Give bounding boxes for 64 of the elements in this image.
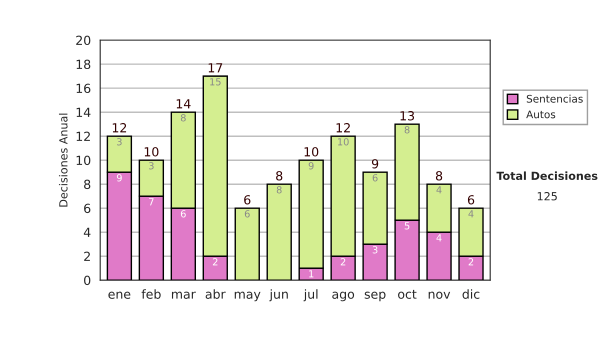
data-label: 2 — [468, 258, 474, 266]
data-label: 3 — [148, 162, 154, 170]
total-label: 14 — [176, 99, 191, 108]
x-tick-label: dic — [462, 289, 480, 299]
data-label: 4 — [436, 234, 442, 242]
bar — [266, 183, 292, 280]
x-tick-label: mar — [172, 292, 196, 299]
data-label: 4 — [436, 186, 442, 194]
total-label: 9 — [372, 159, 378, 169]
total-label: 10 — [304, 147, 318, 157]
data-label: 2 — [212, 258, 218, 266]
text: 125 — [538, 192, 557, 200]
total-label: 6 — [468, 195, 474, 205]
data-label: 6 — [180, 210, 186, 218]
data-label: 3 — [117, 138, 122, 146]
y-tick-label: 12 — [76, 132, 90, 141]
data-label: 9 — [308, 162, 314, 170]
data-label: 6 — [372, 174, 378, 182]
data-label: 10 — [338, 138, 349, 146]
total-label: 8 — [436, 171, 442, 181]
data-label: 6 — [244, 210, 250, 218]
y-tick-label: 18 — [76, 60, 90, 70]
x-tick-label: jun — [269, 289, 288, 302]
legend-label: Sentencias — [526, 94, 583, 103]
x-tick-label: feb — [142, 289, 161, 299]
x-tick-label: may — [234, 292, 260, 302]
data-label: 5 — [404, 222, 410, 230]
data-label: 3 — [372, 246, 378, 254]
y-tick-label: 14 — [76, 108, 90, 117]
y-tick-label: 8 — [84, 180, 90, 190]
total-label: 13 — [400, 111, 414, 121]
y-axis-title: Decisiones Anual — [58, 114, 68, 207]
total-label: 12 — [112, 123, 126, 132]
data-label: 8 — [404, 126, 410, 134]
data-label: 2 — [340, 258, 346, 266]
data-label: 1 — [309, 270, 314, 278]
bar — [234, 207, 260, 280]
data-label: 4 — [468, 210, 474, 218]
x-tick-label: oct — [398, 290, 416, 299]
y-tick-label: 0 — [84, 276, 90, 286]
total-label: 8 — [276, 171, 282, 181]
y-tick-label: 10 — [76, 156, 90, 166]
total-label: 10 — [144, 147, 158, 157]
text: Total Decisiones — [496, 171, 598, 180]
x-tick-label: abr — [206, 289, 226, 299]
data-label: 8 — [180, 114, 186, 122]
y-tick-label: 20 — [76, 36, 90, 46]
y-tick-label: 2 — [84, 252, 90, 261]
data-label: 8 — [276, 186, 282, 194]
y-tick-label: 6 — [84, 204, 90, 214]
x-tick-label: sep — [364, 292, 386, 302]
x-tick-label: ago — [332, 292, 354, 302]
legend-label: Autos — [526, 110, 556, 118]
x-tick-label: nov — [428, 292, 450, 299]
total-label: 12 — [336, 123, 350, 132]
x-tick-label: jul — [304, 289, 318, 302]
total-label: 6 — [244, 195, 250, 205]
data-label: 7 — [149, 198, 154, 206]
y-tick-label: 4 — [84, 228, 90, 237]
x-tick-label: ene — [108, 292, 130, 299]
total-label: 17 — [208, 63, 222, 72]
y-tick-label: 16 — [76, 84, 90, 94]
data-label: 9 — [116, 174, 122, 182]
data-label: 15 — [210, 78, 221, 86]
